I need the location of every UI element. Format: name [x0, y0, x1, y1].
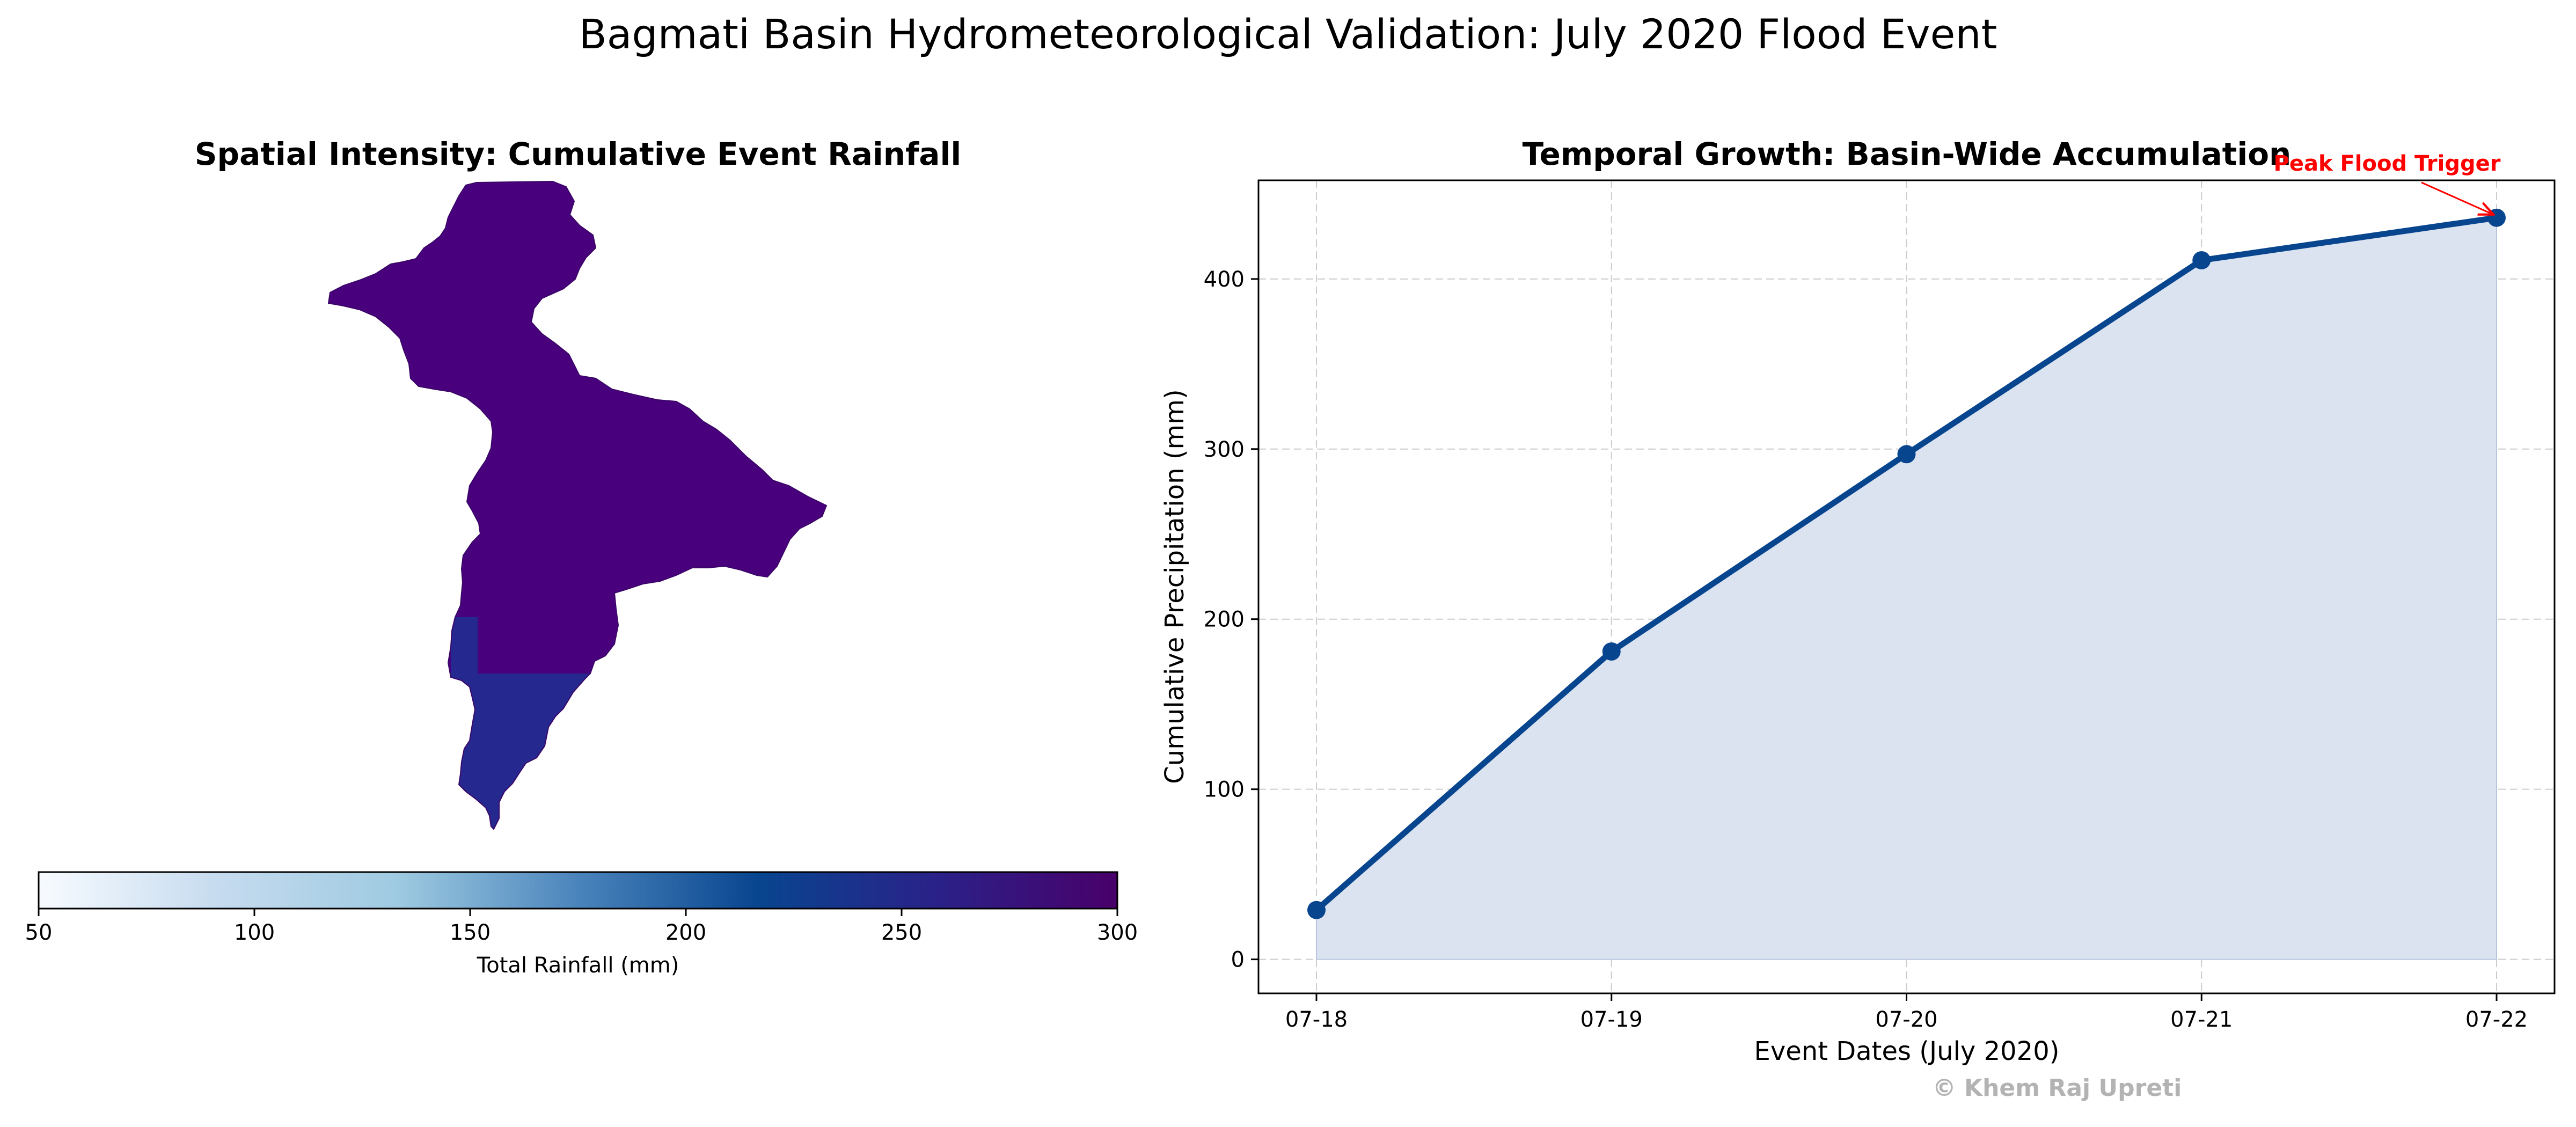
y-ticks: 0 100 200 300 400	[1204, 267, 1258, 972]
chart-panel: Temporal Growth: Basin-Wide Accumulation…	[1160, 136, 2556, 1066]
x-tick-label: 07-22	[2465, 1007, 2528, 1032]
x-axis-label: Event Dates (July 2020)	[1754, 1036, 2060, 1066]
y-tick-label: 200	[1204, 608, 1245, 632]
figure-title: Bagmati Basin Hydrometeorological Valida…	[579, 10, 1997, 58]
colorbar: 50 100 150 200 250 300 Total Rainfall (mm)	[25, 871, 1138, 978]
x-tick-label: 07-19	[1580, 1007, 1643, 1032]
colorbar-ticks: 50 100 150 200 250 300	[25, 909, 1138, 945]
basin-north-region	[328, 181, 826, 674]
basin-south-region	[328, 674, 826, 829]
y-tick-label: 400	[1204, 267, 1245, 292]
data-point-07-22	[2487, 208, 2506, 227]
peak-annotation: Peak Flood Trigger	[2274, 151, 2501, 215]
y-tick-label: 100	[1204, 778, 1245, 802]
annotation-text: Peak Flood Trigger	[2274, 151, 2501, 176]
annotation-arrow	[2421, 181, 2493, 215]
x-ticks: 07-18 07-19 07-20 07-21 07-22	[1285, 993, 2528, 1032]
y-axis-label: Cumulative Precipitation (mm)	[1160, 389, 1190, 784]
chart-title: Temporal Growth: Basin-Wide Accumulation	[1523, 136, 2292, 172]
data-point-07-20	[1897, 445, 1916, 464]
data-point-07-19	[1602, 642, 1621, 661]
x-tick-label: 07-20	[1875, 1007, 1937, 1032]
colorbar-tick-label: 50	[25, 920, 53, 945]
map-panel: Spatial Intensity: Cumulative Event Rain…	[25, 136, 1138, 978]
colorbar-tick-label: 100	[234, 920, 275, 945]
colorbar-tick-label: 300	[1097, 920, 1138, 945]
y-tick-label: 0	[1231, 948, 1245, 972]
basin-map	[328, 181, 827, 830]
x-tick-label: 07-21	[2170, 1007, 2233, 1032]
watermark: © Khem Raj Upreti	[1933, 1074, 2182, 1102]
data-point-07-21	[2192, 251, 2211, 269]
colorbar-gradient	[38, 871, 1118, 910]
colorbar-label: Total Rainfall (mm)	[477, 953, 679, 978]
colorbar-tick-label: 200	[665, 920, 706, 945]
colorbar-tick-label: 250	[881, 920, 922, 945]
basin-edge-cell	[451, 617, 478, 674]
colorbar-tick-label: 150	[450, 920, 491, 945]
x-tick-label: 07-18	[1285, 1007, 1348, 1032]
map-title: Spatial Intensity: Cumulative Event Rain…	[195, 136, 961, 172]
y-tick-label: 300	[1204, 437, 1245, 462]
data-point-07-18	[1307, 901, 1326, 919]
